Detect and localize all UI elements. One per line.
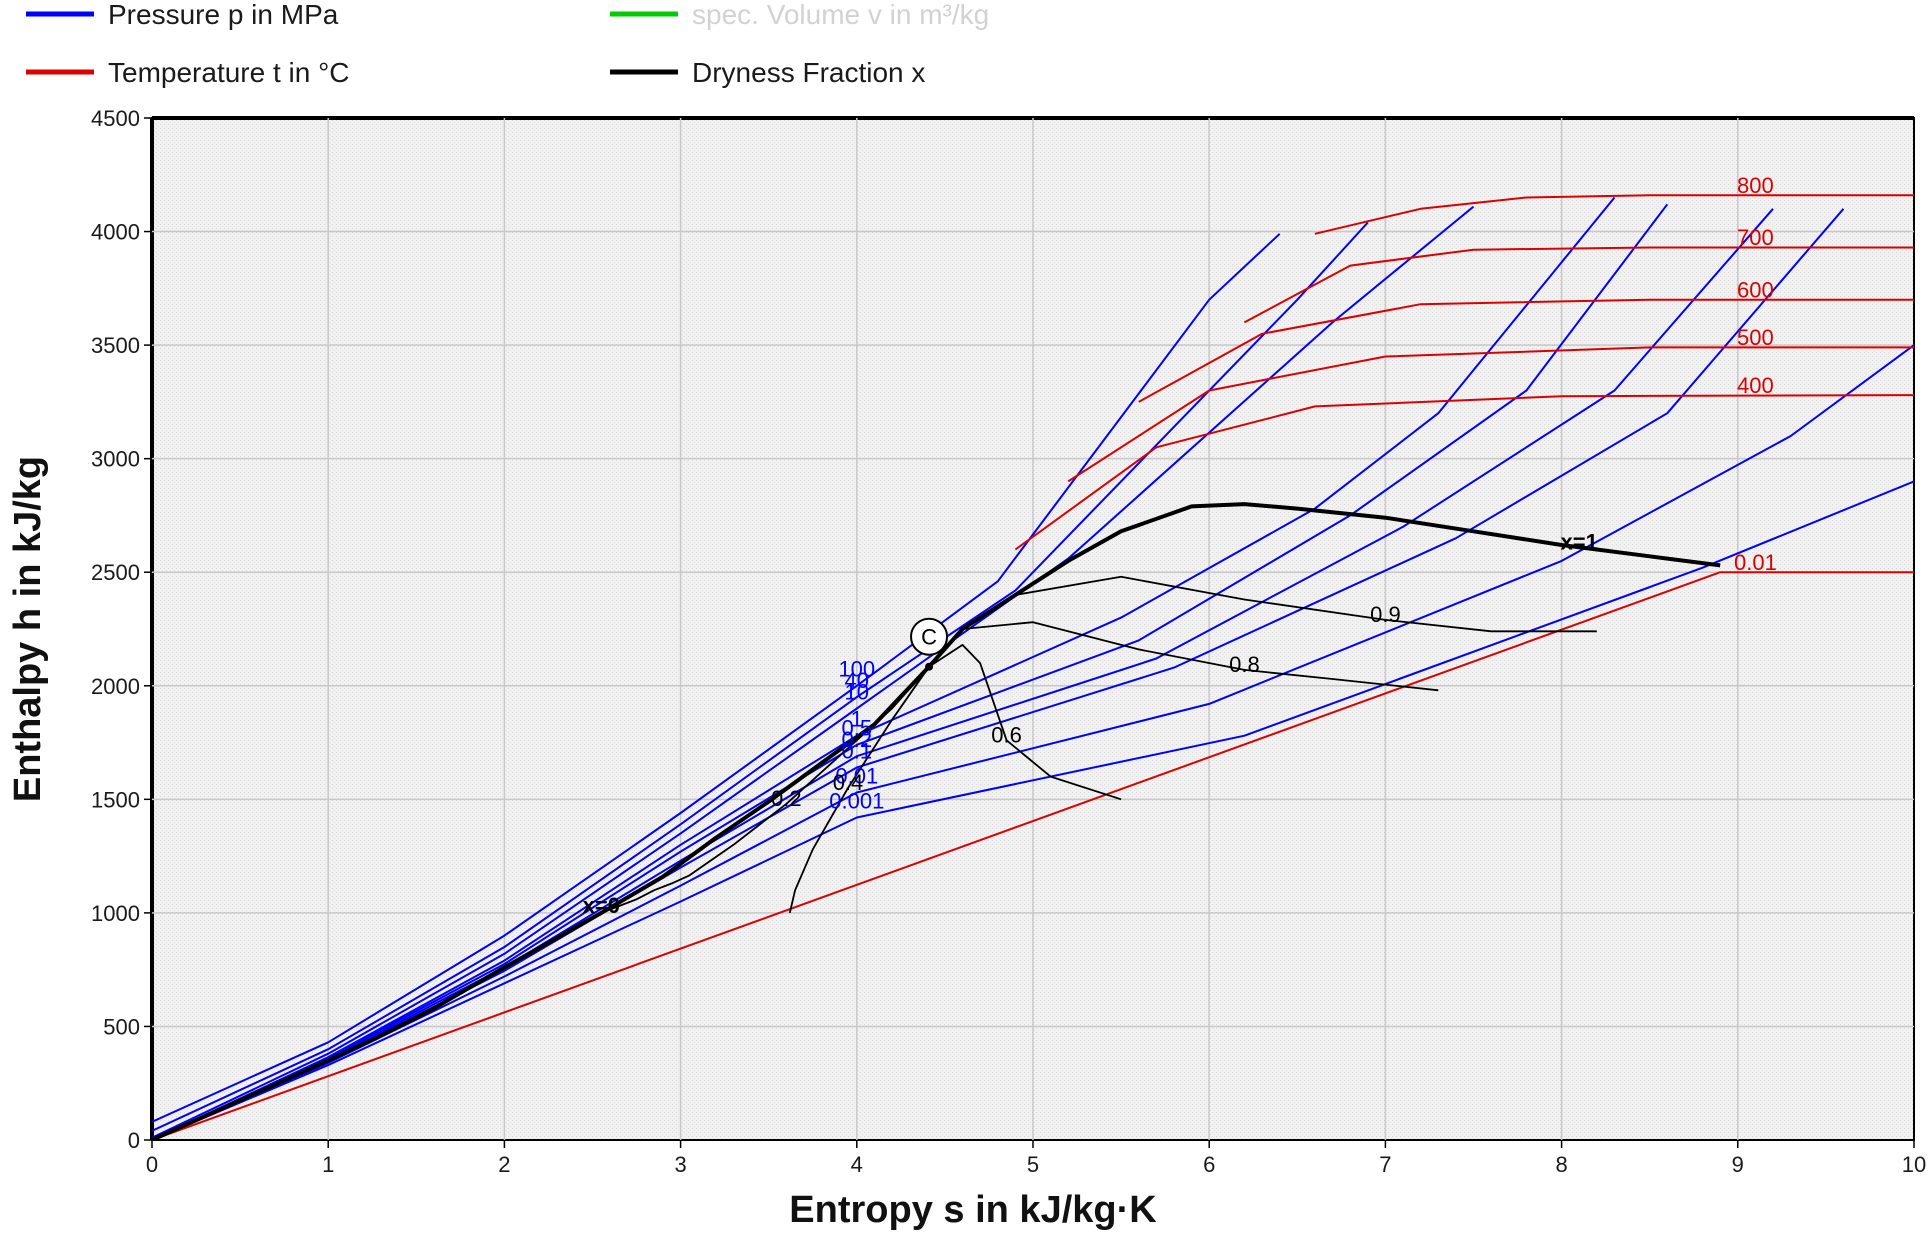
pressure-curve-40 [152, 221, 1369, 1132]
x-tick-label: 1 [322, 1152, 334, 1177]
dryness-label-0.8: 0.8 [1229, 652, 1260, 677]
temperature-curve-600 [1138, 298, 1914, 403]
y-tick-label: 4500 [91, 106, 140, 131]
y-axis-title: Enthalpy h in kJ/kg [7, 456, 49, 802]
saturation-curve-x=0 [152, 665, 931, 1140]
critical-point-label: C [921, 625, 937, 650]
x-axis-title: Entropy s in kJ/kg·K [789, 1189, 1157, 1231]
legend-label-temperature: Temperature t in °C [108, 57, 350, 88]
y-tick-label: 3500 [91, 333, 140, 358]
x-tick-label: 10 [1902, 1152, 1926, 1177]
grid [152, 118, 1914, 1140]
temperature-curve-700 [1243, 246, 1914, 324]
pressure-curve-0.001 [152, 480, 1914, 1140]
y-tick-label: 0 [128, 1128, 140, 1153]
curve-labels: 100401010.50.20.10.010.00180070060050040… [583, 173, 1777, 918]
pressure-label-40: 40 [845, 668, 869, 693]
dryness-label-0.2: 0.2 [771, 786, 802, 811]
y-tick-label: 2500 [91, 560, 140, 585]
x-tick-label: 2 [498, 1152, 510, 1177]
y-tick-label: 2000 [91, 674, 140, 699]
pressure-curve-0.5 [152, 203, 1669, 1140]
temperature-label-800: 800 [1737, 173, 1774, 198]
x-tick-label: 7 [1379, 1152, 1391, 1177]
pressure-label-100: 100 [838, 657, 875, 682]
curves [152, 194, 1914, 1140]
x-tick-label: 8 [1555, 1152, 1567, 1177]
pressure-label-10: 10 [845, 679, 869, 704]
pressure-label-1: 1 [851, 707, 863, 732]
x-tick-label: 3 [674, 1152, 686, 1177]
x-tick-label: 9 [1732, 1152, 1744, 1177]
x-tick-label: 6 [1203, 1152, 1215, 1177]
axis-ticks: 0 1 2 3 4 5 6 7 8 9 100500100015002000250030003500… [91, 106, 1926, 1177]
saturation-label-x=0: x=0 [583, 893, 620, 918]
saturation-curve-x=1 [927, 502, 1721, 669]
x-tick-label: 4 [851, 1152, 863, 1177]
temperature-curve-400 [1014, 394, 1914, 551]
temperature-label-400: 400 [1737, 373, 1774, 398]
temperature-curve-800 [1314, 194, 1914, 235]
pressure-curve-0.2 [152, 208, 1774, 1140]
critical-point-marker [910, 617, 949, 656]
saturation-label-x=1: x=1 [1561, 530, 1598, 555]
dryness-curve-0.6 [928, 644, 1122, 801]
y-tick-label: 4000 [91, 220, 140, 245]
temperature-label-600: 600 [1737, 277, 1774, 302]
dryness-curve-0.9 [1015, 575, 1597, 633]
y-tick-label: 1500 [91, 787, 140, 812]
temperature-curve-0.01 [152, 571, 1914, 1140]
dryness-label-0.6: 0.6 [991, 723, 1022, 748]
x-tick-label: 0 [146, 1152, 158, 1177]
pressure-label-0.001: 0.001 [829, 788, 884, 813]
temperature-curve-500 [1067, 346, 1914, 483]
legend-label-volume: spec. Volume v in m³/kg [692, 0, 989, 30]
pressure-label-0.1: 0.1 [842, 738, 873, 763]
y-tick-label: 3000 [91, 447, 140, 472]
pressure-curve-100 [152, 233, 1281, 1123]
y-tick-label: 500 [103, 1014, 140, 1039]
x-tick-label: 5 [1027, 1152, 1039, 1177]
pressure-label-0.01: 0.01 [835, 763, 878, 788]
pressure-label-0.2: 0.2 [842, 727, 873, 752]
temperature-label-500: 500 [1737, 325, 1774, 350]
pressure-label-0.5: 0.5 [842, 716, 873, 741]
dryness-label-0.9: 0.9 [1370, 602, 1401, 627]
dryness-curve-0.4 [788, 666, 930, 914]
legend-label-pressure: Pressure p in MPa [108, 0, 339, 30]
temperature-label-700: 700 [1737, 225, 1774, 250]
dryness-curve-0.8 [962, 621, 1439, 692]
critical-point-dot [925, 662, 934, 671]
dryness-label-0.4: 0.4 [833, 770, 864, 795]
legend: Pressure p in MPa spec. Volume v in m³/k… [26, 0, 989, 88]
pressure-curve-10 [152, 205, 1475, 1139]
temperature-label-0.01: 0.01 [1734, 550, 1777, 575]
legend-label-dryness: Dryness Fraction x [692, 57, 925, 88]
y-tick-label: 1000 [91, 901, 140, 926]
